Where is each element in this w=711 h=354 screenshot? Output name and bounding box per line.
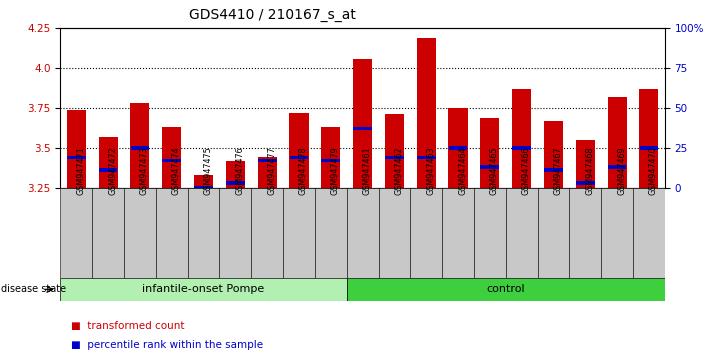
Text: GSM947475: GSM947475	[203, 146, 213, 195]
Bar	[226, 181, 245, 184]
Bar	[162, 159, 181, 162]
Bar	[347, 188, 378, 278]
Text: GSM947473: GSM947473	[140, 146, 149, 195]
Bar	[512, 89, 531, 188]
Bar	[449, 146, 467, 149]
Bar	[608, 165, 626, 169]
Bar	[481, 118, 499, 188]
Bar	[99, 169, 117, 172]
Bar	[576, 181, 594, 184]
Bar	[289, 156, 309, 159]
Bar	[442, 188, 474, 278]
Bar	[347, 278, 665, 301]
Bar	[639, 89, 658, 188]
Bar	[576, 140, 595, 188]
Text: GSM947470: GSM947470	[649, 146, 658, 195]
Bar	[130, 103, 149, 188]
Text: GSM947469: GSM947469	[617, 146, 626, 195]
Text: GSM947466: GSM947466	[522, 146, 530, 195]
Bar	[226, 161, 245, 188]
Text: GSM947468: GSM947468	[585, 146, 594, 195]
Bar	[67, 156, 86, 159]
Bar	[602, 188, 633, 278]
Bar	[67, 110, 86, 188]
Bar	[513, 146, 531, 149]
Bar	[220, 188, 251, 278]
Bar	[633, 188, 665, 278]
Text: GSM947472: GSM947472	[108, 146, 117, 195]
Bar	[60, 188, 92, 278]
Bar	[353, 127, 372, 130]
Bar	[353, 59, 372, 188]
Bar	[131, 146, 149, 149]
Bar	[410, 188, 442, 278]
Text: GSM947461: GSM947461	[363, 146, 372, 195]
Text: infantile-onset Pompe: infantile-onset Pompe	[142, 284, 264, 295]
Bar	[481, 165, 499, 169]
Bar	[289, 113, 309, 188]
Bar	[570, 188, 602, 278]
Bar	[639, 146, 658, 149]
Text: GSM947476: GSM947476	[235, 146, 245, 195]
Bar	[162, 127, 181, 188]
Text: GSM947477: GSM947477	[267, 146, 276, 195]
Bar	[544, 121, 563, 188]
Text: GSM947478: GSM947478	[299, 146, 308, 195]
Bar	[321, 127, 341, 188]
Bar	[315, 188, 347, 278]
Bar	[99, 137, 118, 188]
Text: ■  transformed count: ■ transformed count	[71, 321, 185, 331]
Bar	[188, 188, 220, 278]
Bar	[506, 188, 538, 278]
Bar	[474, 188, 506, 278]
Text: GSM947464: GSM947464	[458, 146, 467, 195]
Bar	[321, 159, 340, 162]
Bar	[385, 156, 404, 159]
Text: GSM947463: GSM947463	[426, 146, 435, 195]
Bar	[417, 38, 436, 188]
Bar	[385, 114, 404, 188]
Bar	[283, 188, 315, 278]
Bar	[417, 156, 436, 159]
Bar	[258, 159, 277, 162]
Bar	[251, 188, 283, 278]
Bar	[607, 97, 626, 188]
Bar	[124, 188, 156, 278]
Text: GSM947465: GSM947465	[490, 146, 499, 195]
Text: control: control	[486, 284, 525, 295]
Bar	[538, 188, 570, 278]
Text: GSM947471: GSM947471	[76, 146, 85, 195]
Text: GSM947462: GSM947462	[395, 146, 403, 195]
Bar	[544, 169, 563, 172]
Text: GSM947467: GSM947467	[553, 146, 562, 195]
Bar	[156, 188, 188, 278]
Bar	[194, 175, 213, 188]
Text: GDS4410 / 210167_s_at: GDS4410 / 210167_s_at	[188, 8, 356, 23]
Text: ■  percentile rank within the sample: ■ percentile rank within the sample	[71, 340, 263, 350]
Text: GSM947474: GSM947474	[172, 146, 181, 195]
Bar	[92, 188, 124, 278]
Text: GSM947479: GSM947479	[331, 146, 340, 195]
Bar	[60, 278, 347, 301]
Text: disease state: disease state	[1, 284, 67, 295]
Bar	[378, 188, 410, 278]
Bar	[257, 157, 277, 188]
Bar	[449, 108, 468, 188]
Bar	[194, 186, 213, 189]
